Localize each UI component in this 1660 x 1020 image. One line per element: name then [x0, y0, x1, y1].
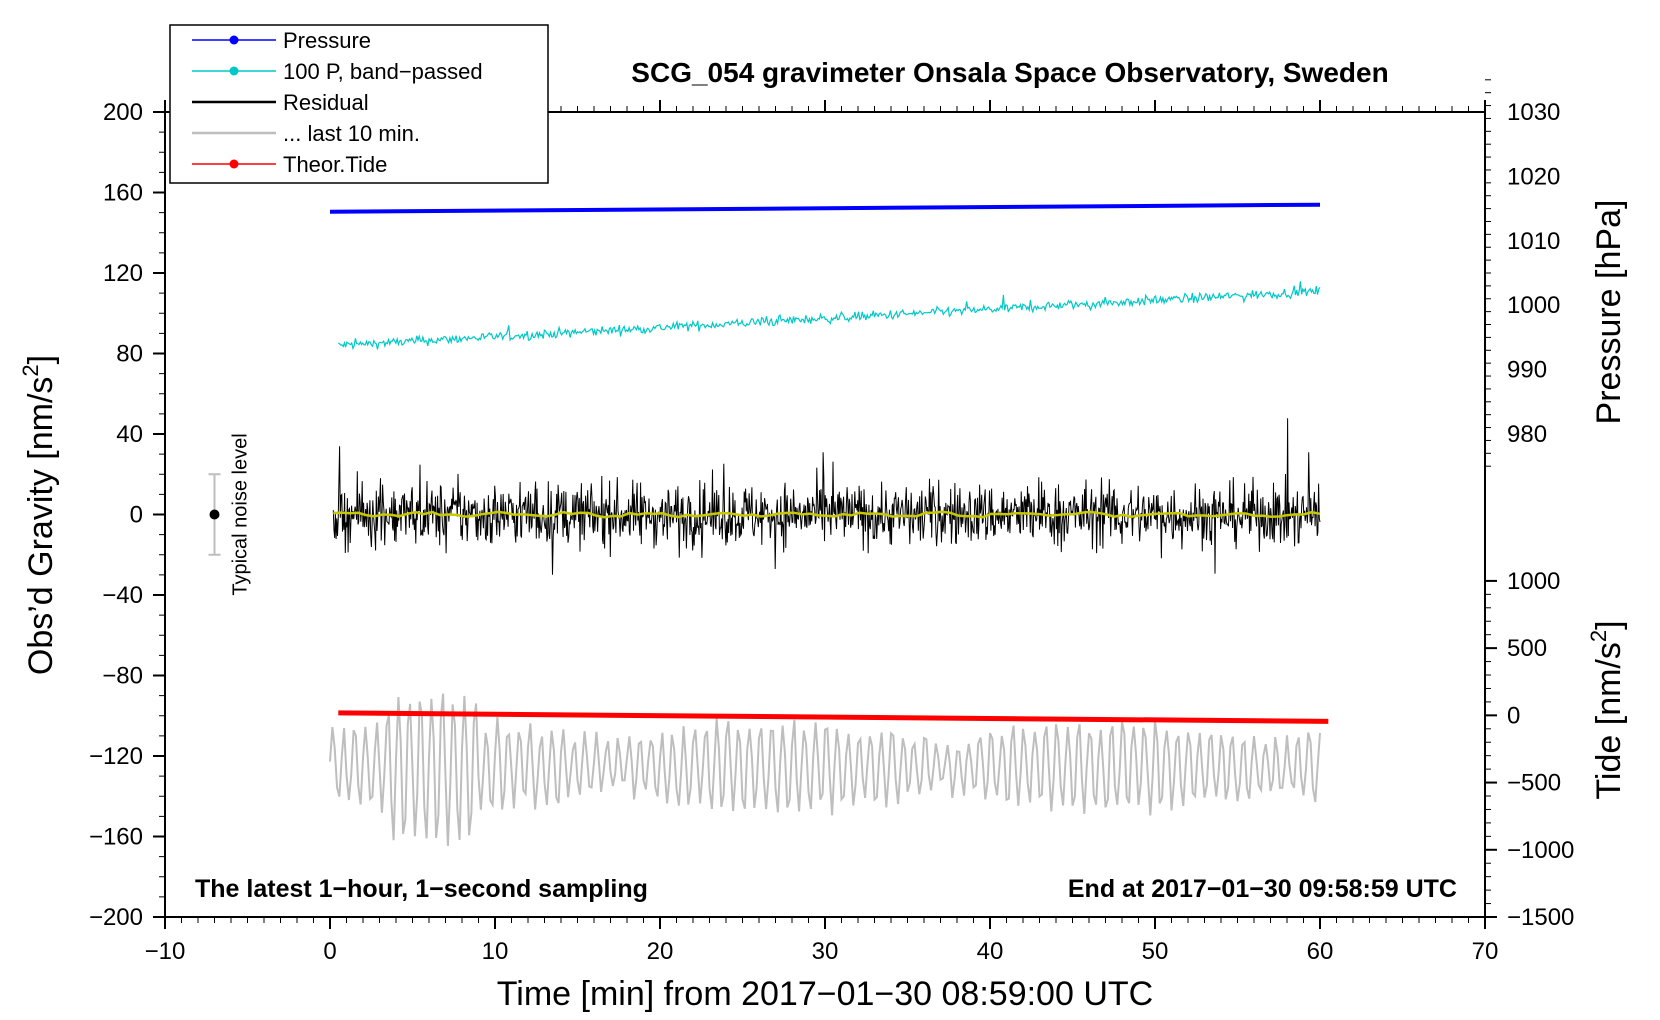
y-pressure-tick-label: 990 [1507, 357, 1547, 384]
series-100-p-band-passed [338, 281, 1321, 351]
legend-label-100-p-band-passed: 100 P, band−passed [283, 59, 483, 84]
traces [329, 202, 1329, 846]
legend-label-pressure: Pressure [283, 28, 371, 53]
annotation-end-time: End at 2017−01−30 09:58:59 UTC [1068, 875, 1457, 903]
y-left-title-sup: 2 [18, 364, 43, 376]
y-tide-axis-title: Tide [nm/s2] [1586, 620, 1628, 799]
y-left-tick-label: −80 [102, 663, 143, 690]
legend-label-theor-tide: Theor.Tide [283, 152, 387, 177]
legend-label-residual: Residual [283, 90, 369, 115]
y-pressure-tick-label: 1030 [1507, 99, 1560, 126]
y-tide-tick-label: 1000 [1507, 568, 1560, 595]
y-tide-tick-label: 0 [1507, 702, 1520, 729]
y-tide-tick-label: −500 [1507, 770, 1561, 797]
y-left-tick-label: 160 [103, 180, 143, 207]
y-pressure-tick-label: 1010 [1507, 228, 1560, 255]
x-axis-title: Time [min] from 2017−01−30 08:59:00 UTC [497, 975, 1153, 1013]
x-tick-label: 0 [323, 938, 336, 965]
legend: Pressure 100 P, band−passed Residual ... la… [169, 24, 549, 184]
y-left-tick-label: 80 [116, 341, 143, 368]
y-left-tick-label: 0 [130, 502, 143, 529]
y-tide-title-main: Tide [nm/s [1590, 642, 1628, 799]
y-tide-title-sup: 2 [1586, 630, 1611, 642]
x-tick-label: 60 [1307, 938, 1334, 965]
noise-level-label: Typical noise level [230, 433, 252, 595]
x-tick-label: 40 [977, 938, 1004, 965]
y-left-tick-label: 120 [103, 260, 143, 287]
y-left-tick-label: −40 [102, 582, 143, 609]
x-tick-label: 20 [647, 938, 674, 965]
y-left-title-end: ] [22, 355, 60, 364]
y-left-axis-title: Obs’d Gravity [nm/s2] [18, 355, 60, 675]
legend-marker-100-p-band-passed [229, 66, 239, 76]
series-pressure [329, 202, 1321, 214]
legend-label-last-10-min: ... last 10 min. [283, 121, 420, 146]
annotation-sampling: The latest 1−hour, 1−second sampling [195, 875, 648, 903]
y-tide-title-end: ] [1590, 620, 1628, 629]
series-residual [332, 418, 1321, 575]
x-tick-label: 50 [1142, 938, 1169, 965]
axes: −10 0 10 20 30 40 50 60 7020016012080400−40−80−1… [18, 57, 1628, 1013]
y-pressure-tick-label: 1020 [1507, 163, 1560, 190]
y-tide-tick-label: −1500 [1507, 904, 1574, 931]
series-residual-mean [333, 510, 1321, 519]
legend-marker-theor-tide [229, 159, 239, 169]
noise-bar-dot [209, 509, 220, 520]
legend-box [169, 24, 549, 184]
chart-title: SCG_054 gravimeter Onsala Space Observat… [631, 57, 1388, 88]
y-pressure-tick-label: 1000 [1507, 292, 1560, 319]
y-pressure-tick-label: 980 [1507, 421, 1547, 448]
x-tick-label: 70 [1472, 938, 1499, 965]
x-tick-label: −10 [145, 938, 186, 965]
plot-area: Typical noise level [208, 202, 1329, 846]
y-tide-tick-label: −1000 [1507, 837, 1574, 864]
y-left-title-main: Obs’d Gravity [nm/s [22, 377, 60, 676]
y-left-tick-label: −200 [89, 904, 143, 931]
y-pressure-axis-title: Pressure [hPa] [1590, 200, 1628, 425]
x-tick-label: 30 [812, 938, 839, 965]
series-theor-tide [338, 710, 1329, 724]
legend-marker-pressure [229, 35, 239, 45]
y-left-tick-label: −160 [89, 824, 143, 851]
y-left-tick-label: 200 [103, 99, 143, 126]
y-left-tick-label: 40 [116, 421, 143, 448]
x-tick-label: 10 [482, 938, 509, 965]
y-left-tick-label: −120 [89, 743, 143, 770]
y-tide-tick-label: 500 [1507, 635, 1547, 662]
